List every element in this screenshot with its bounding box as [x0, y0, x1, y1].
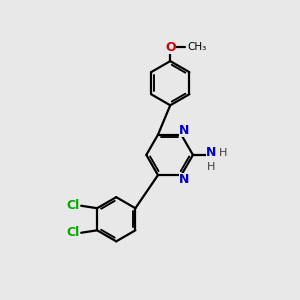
- Text: H: H: [207, 162, 215, 172]
- Text: Cl: Cl: [67, 199, 80, 212]
- Text: N: N: [206, 146, 217, 159]
- Text: CH₃: CH₃: [188, 42, 207, 52]
- Text: O: O: [165, 41, 175, 54]
- Text: Cl: Cl: [67, 226, 80, 239]
- Text: H: H: [219, 148, 227, 158]
- Text: N: N: [179, 124, 189, 136]
- Text: N: N: [179, 173, 189, 186]
